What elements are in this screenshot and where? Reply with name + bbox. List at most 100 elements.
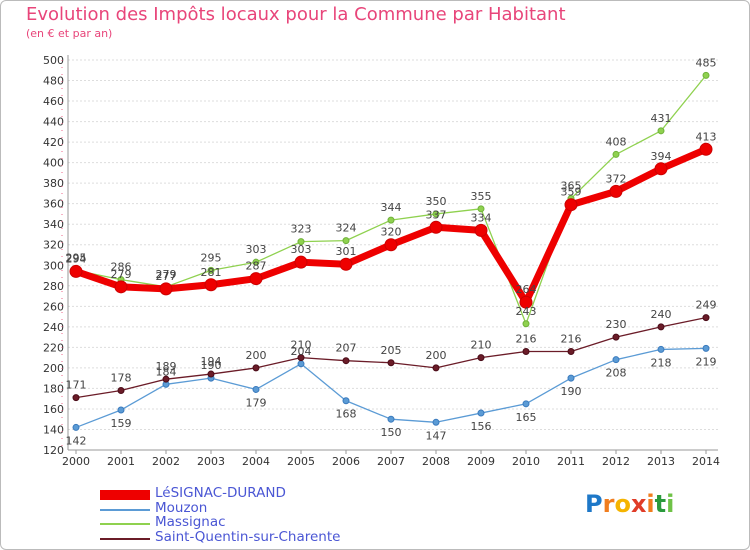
- data-point-l-signac-durand: [384, 238, 398, 252]
- y-tick-label: 400: [43, 157, 64, 170]
- data-point-l-signac-durand: [564, 198, 578, 212]
- data-label-l-signac-durand: 279: [111, 268, 132, 281]
- y-tick-label: 460: [43, 95, 64, 108]
- y-tick-label: 240: [43, 321, 64, 334]
- logo-letter: P: [585, 490, 603, 518]
- data-label-massignac: 355: [471, 190, 492, 203]
- data-label-l-signac-durand: 394: [651, 150, 672, 163]
- data-label-massignac: 324: [336, 222, 357, 235]
- data-label-massignac: 303: [246, 243, 267, 256]
- data-label-l-signac-durand: 294: [66, 252, 87, 265]
- y-tick-label: 500: [43, 54, 64, 67]
- x-tick-label: 2013: [647, 455, 675, 468]
- data-point-mouzon: [117, 406, 125, 414]
- data-point-mouzon: [702, 344, 710, 352]
- data-point-massignac: [387, 216, 395, 224]
- data-label-mouzon: 168: [336, 408, 357, 421]
- data-label-massignac: 431: [651, 112, 672, 125]
- x-tick-label: 2001: [107, 455, 135, 468]
- logo-letter: i: [646, 490, 655, 518]
- data-point-mouzon: [567, 374, 575, 382]
- chart-subtitle: (en € et par an): [26, 27, 113, 40]
- data-point-l-signac-durand: [294, 255, 308, 269]
- data-label-l-signac-durand: 413: [696, 130, 717, 143]
- data-point-l-signac-durand: [609, 184, 623, 198]
- data-label-saint-quentin-sur-charente: 189: [156, 360, 177, 373]
- data-label-massignac: 350: [426, 195, 447, 208]
- data-label-saint-quentin-sur-charente: 210: [471, 339, 492, 352]
- data-point-mouzon: [612, 356, 620, 364]
- data-point-mouzon: [252, 385, 260, 393]
- y-tick-label: 200: [43, 362, 64, 375]
- data-point-massignac: [522, 320, 530, 328]
- data-label-mouzon: 179: [246, 396, 267, 409]
- data-label-mouzon: 150: [381, 426, 402, 439]
- data-label-saint-quentin-sur-charente: 178: [111, 371, 132, 384]
- y-tick-label: 160: [43, 403, 64, 416]
- data-label-saint-quentin-sur-charente: 207: [336, 342, 357, 355]
- y-tick-label: 140: [43, 423, 64, 436]
- data-point-l-signac-durand: [474, 223, 488, 237]
- data-label-massignac: 323: [291, 223, 312, 236]
- data-label-massignac: 295: [201, 251, 222, 264]
- x-tick-label: 2005: [287, 455, 315, 468]
- legend-swatch: [100, 509, 150, 511]
- data-label-saint-quentin-sur-charente: 210: [291, 339, 312, 352]
- data-point-massignac: [657, 127, 665, 135]
- data-label-massignac: 485: [696, 56, 717, 69]
- data-point-mouzon: [342, 397, 350, 405]
- data-point-mouzon: [657, 345, 665, 353]
- data-point-mouzon: [477, 409, 485, 417]
- data-point-mouzon: [432, 418, 440, 426]
- y-tick-label: 260: [43, 300, 64, 313]
- data-label-l-signac-durand: 277: [156, 270, 177, 283]
- data-point-massignac: [297, 238, 305, 246]
- y-tick-label: 280: [43, 280, 64, 293]
- data-label-saint-quentin-sur-charente: 230: [606, 318, 627, 331]
- data-label-l-signac-durand: 301: [336, 245, 357, 258]
- data-label-l-signac-durand: 264: [516, 283, 537, 296]
- chart-title: Evolution des Impôts locaux pour la Comm…: [26, 4, 566, 25]
- data-point-saint-quentin-sur-charente: [297, 354, 305, 362]
- data-label-mouzon: 218: [651, 356, 672, 369]
- x-tick-label: 2008: [422, 455, 450, 468]
- data-point-mouzon: [72, 423, 80, 431]
- data-point-massignac: [252, 258, 260, 266]
- data-label-massignac: 408: [606, 135, 627, 148]
- y-tick-label: 300: [43, 259, 64, 272]
- data-point-l-signac-durand: [69, 264, 83, 278]
- y-tick-label: 360: [43, 198, 64, 211]
- data-label-l-signac-durand: 281: [201, 266, 222, 279]
- x-tick-label: 2002: [152, 455, 180, 468]
- data-label-saint-quentin-sur-charente: 200: [246, 349, 267, 362]
- data-label-massignac: 286: [111, 261, 132, 274]
- data-label-saint-quentin-sur-charente: 200: [426, 349, 447, 362]
- x-tick-label: 2012: [602, 455, 630, 468]
- data-label-l-signac-durand: 303: [291, 243, 312, 256]
- x-tick-label: 2004: [242, 455, 270, 468]
- data-label-mouzon: 147: [426, 429, 447, 442]
- legend-swatch: [100, 538, 150, 540]
- legend-swatch: [100, 490, 150, 500]
- x-tick-label: 2007: [377, 455, 405, 468]
- y-tick-label: 180: [43, 382, 64, 395]
- data-label-saint-quentin-sur-charente: 171: [66, 379, 87, 392]
- data-point-saint-quentin-sur-charente: [117, 386, 125, 394]
- data-point-mouzon: [297, 360, 305, 368]
- data-label-mouzon: 219: [696, 355, 717, 368]
- data-label-saint-quentin-sur-charente: 205: [381, 344, 402, 357]
- data-label-massignac: 344: [381, 201, 402, 214]
- data-point-saint-quentin-sur-charente: [612, 333, 620, 341]
- data-label-l-signac-durand: 372: [606, 172, 627, 185]
- legend-label: Mouzon: [155, 500, 208, 516]
- data-label-l-signac-durand: 337: [426, 208, 447, 221]
- data-point-l-signac-durand: [699, 142, 713, 156]
- data-point-l-signac-durand: [519, 295, 533, 309]
- x-tick-label: 2000: [62, 455, 90, 468]
- data-label-l-signac-durand: 334: [471, 211, 492, 224]
- data-point-saint-quentin-sur-charente: [432, 364, 440, 372]
- data-point-saint-quentin-sur-charente: [657, 323, 665, 331]
- data-label-mouzon: 142: [66, 434, 87, 447]
- data-label-l-signac-durand: 320: [381, 226, 402, 239]
